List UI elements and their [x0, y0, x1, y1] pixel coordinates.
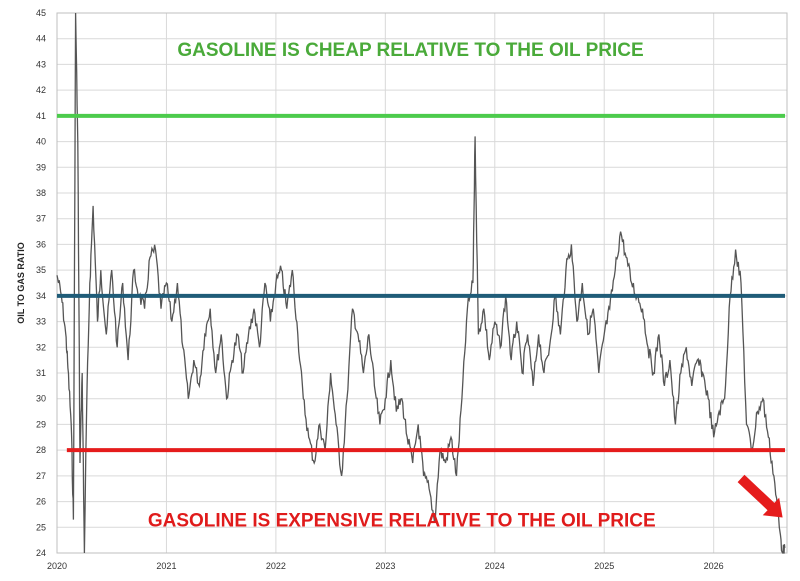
y-tick-label: 26 [36, 497, 46, 507]
ratio-series-line [56, 12, 786, 554]
y-tick-label: 42 [36, 85, 46, 95]
y-tick-label: 37 [36, 214, 46, 224]
down-arrow-icon [737, 474, 783, 518]
y-tick-label: 39 [36, 162, 46, 172]
y-tick-label: 24 [36, 548, 46, 558]
reference-lines [57, 113, 785, 453]
expensive-annotation: GASOLINE IS EXPENSIVE RELATIVE TO THE OI… [148, 511, 656, 532]
x-tick-label: 2023 [375, 561, 395, 571]
y-tick-label: 29 [36, 419, 46, 429]
y-tick-label: 34 [36, 291, 46, 301]
x-tick-label: 2020 [47, 561, 67, 571]
x-tick-label: 2021 [156, 561, 176, 571]
cheap-annotation: GASOLINE IS CHEAP RELATIVE TO THE OIL PR… [177, 40, 643, 61]
y-tick-label: 35 [36, 265, 46, 275]
y-axis-label: OIL TO GAS RATIO [16, 242, 26, 324]
arrow-shape [737, 474, 783, 518]
y-tick-label: 43 [36, 59, 46, 69]
y-tick-label: 27 [36, 471, 46, 481]
y-tick-label: 36 [36, 239, 46, 249]
plot-frame [56, 12, 788, 554]
x-tick-label: 2022 [266, 561, 286, 571]
y-tick-label: 38 [36, 188, 46, 198]
x-tick-labels: 2020 2021 2022 2023 2024 2025 2026 [47, 561, 724, 571]
y-tick-label: 32 [36, 342, 46, 352]
y-tick-label: 30 [36, 394, 46, 404]
y-tick-label: 31 [36, 368, 46, 378]
y-tick-labels: 24 25 26 27 28 29 30 31 32 33 34 35 36 37 38 39 40 41 42 43… [36, 8, 46, 558]
arrow-body [737, 474, 783, 518]
y-tick-label: 28 [36, 445, 46, 455]
x-tick-label: 2026 [704, 561, 724, 571]
y-tick-label: 41 [36, 111, 46, 121]
y-tick-label: 33 [36, 317, 46, 327]
x-tick-label: 2025 [594, 561, 614, 571]
x-tick-label: 2024 [485, 561, 505, 571]
y-tick-label: 25 [36, 522, 46, 532]
y-tick-label: 40 [36, 137, 46, 147]
y-tick-label: 44 [36, 34, 46, 44]
y-tick-label: 45 [36, 8, 46, 18]
